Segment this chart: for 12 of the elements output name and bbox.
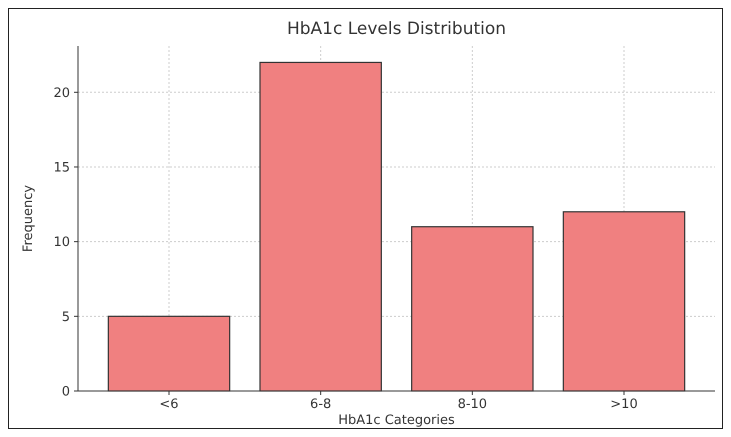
chart-title: HbA1c Levels Distribution [286,19,506,39]
x-tick-label: <6 [159,397,179,412]
x-tick-label: 8-10 [458,397,488,412]
x-tick-label: >10 [610,397,638,412]
x-axis-title: HbA1c Categories [338,413,455,428]
y-tick-label: 5 [62,310,70,325]
y-tick-label: 20 [53,86,70,101]
y-tick-label: 10 [53,235,70,250]
x-tick-label: 6-8 [310,397,332,412]
y-tick-label: 0 [62,384,70,400]
y-axis-title: Frequency [21,184,36,252]
y-tick-label: 15 [53,160,70,176]
